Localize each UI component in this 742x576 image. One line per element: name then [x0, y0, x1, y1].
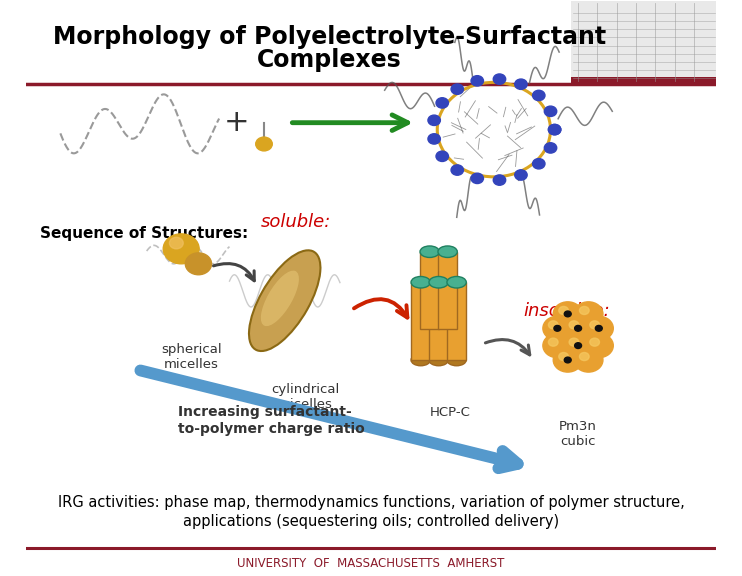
- Text: Morphology of Polyelectrolyte-Surfactant: Morphology of Polyelectrolyte-Surfactant: [53, 25, 606, 50]
- Circle shape: [569, 338, 579, 346]
- Circle shape: [548, 124, 561, 135]
- Bar: [571, 77, 716, 84]
- Circle shape: [574, 302, 603, 326]
- Circle shape: [590, 338, 600, 346]
- Ellipse shape: [438, 324, 457, 335]
- Circle shape: [451, 84, 464, 94]
- Circle shape: [548, 321, 558, 329]
- Circle shape: [515, 170, 527, 180]
- Ellipse shape: [447, 276, 466, 288]
- Circle shape: [574, 348, 603, 372]
- Circle shape: [186, 253, 211, 275]
- Circle shape: [574, 325, 582, 331]
- Circle shape: [559, 353, 568, 361]
- Bar: [411, 282, 430, 360]
- Circle shape: [559, 306, 568, 314]
- Circle shape: [564, 334, 593, 358]
- Bar: [571, 1, 716, 82]
- Ellipse shape: [438, 246, 457, 257]
- Text: IRG activities: phase map, thermodynamics functions, variation of polymer struct: IRG activities: phase map, thermodynamic…: [58, 495, 684, 510]
- Text: spherical
micelles: spherical micelles: [161, 343, 222, 371]
- Ellipse shape: [420, 324, 439, 335]
- Circle shape: [564, 316, 593, 340]
- Ellipse shape: [429, 354, 448, 366]
- Circle shape: [554, 302, 582, 326]
- Circle shape: [451, 165, 464, 175]
- Circle shape: [548, 124, 561, 135]
- Ellipse shape: [447, 354, 466, 366]
- Circle shape: [554, 348, 582, 372]
- Ellipse shape: [411, 276, 430, 288]
- Circle shape: [580, 306, 589, 314]
- Circle shape: [515, 79, 527, 89]
- Circle shape: [169, 237, 183, 249]
- Text: UNIVERSITY  OF  MASSACHUSETTS  AMHERST: UNIVERSITY OF MASSACHUSETTS AMHERST: [237, 557, 505, 570]
- Circle shape: [543, 316, 572, 340]
- Circle shape: [554, 325, 561, 331]
- Text: +: +: [223, 108, 249, 137]
- Text: Sequence of Structures:: Sequence of Structures:: [39, 226, 248, 241]
- Bar: [447, 282, 466, 360]
- Circle shape: [543, 334, 572, 358]
- Circle shape: [548, 338, 558, 346]
- Ellipse shape: [249, 251, 321, 351]
- Text: Complexes: Complexes: [257, 48, 402, 73]
- Bar: [438, 252, 457, 329]
- Circle shape: [584, 334, 614, 358]
- Circle shape: [590, 321, 600, 329]
- Text: insoluble:: insoluble:: [523, 302, 610, 320]
- Text: Increasing surfactant-
to-polymer charge ratio: Increasing surfactant- to-polymer charge…: [178, 406, 364, 435]
- Circle shape: [163, 234, 199, 264]
- Circle shape: [574, 343, 582, 348]
- Circle shape: [545, 106, 556, 116]
- Circle shape: [595, 325, 603, 331]
- Ellipse shape: [429, 276, 448, 288]
- Ellipse shape: [420, 246, 439, 257]
- Circle shape: [428, 134, 440, 144]
- Text: soluble:: soluble:: [260, 213, 331, 231]
- Circle shape: [471, 75, 484, 86]
- Circle shape: [545, 143, 556, 153]
- Text: HCP-C: HCP-C: [430, 406, 471, 419]
- Bar: [420, 252, 439, 329]
- Circle shape: [493, 74, 506, 84]
- Text: Pm3n
cubic: Pm3n cubic: [559, 420, 597, 449]
- Ellipse shape: [261, 271, 299, 326]
- Circle shape: [436, 98, 448, 108]
- Text: applications (sequestering oils; controlled delivery): applications (sequestering oils; control…: [183, 514, 559, 529]
- Text: cylindrical
micelles: cylindrical micelles: [272, 383, 340, 411]
- Circle shape: [533, 90, 545, 101]
- Circle shape: [256, 137, 272, 151]
- Circle shape: [493, 175, 506, 185]
- Circle shape: [564, 357, 571, 363]
- Circle shape: [564, 311, 571, 317]
- Circle shape: [428, 115, 440, 126]
- Ellipse shape: [411, 354, 430, 366]
- Circle shape: [569, 321, 579, 329]
- Circle shape: [471, 173, 484, 184]
- Circle shape: [580, 353, 589, 361]
- Circle shape: [436, 151, 448, 161]
- Circle shape: [584, 316, 614, 340]
- Circle shape: [533, 158, 545, 169]
- Bar: [429, 282, 448, 360]
